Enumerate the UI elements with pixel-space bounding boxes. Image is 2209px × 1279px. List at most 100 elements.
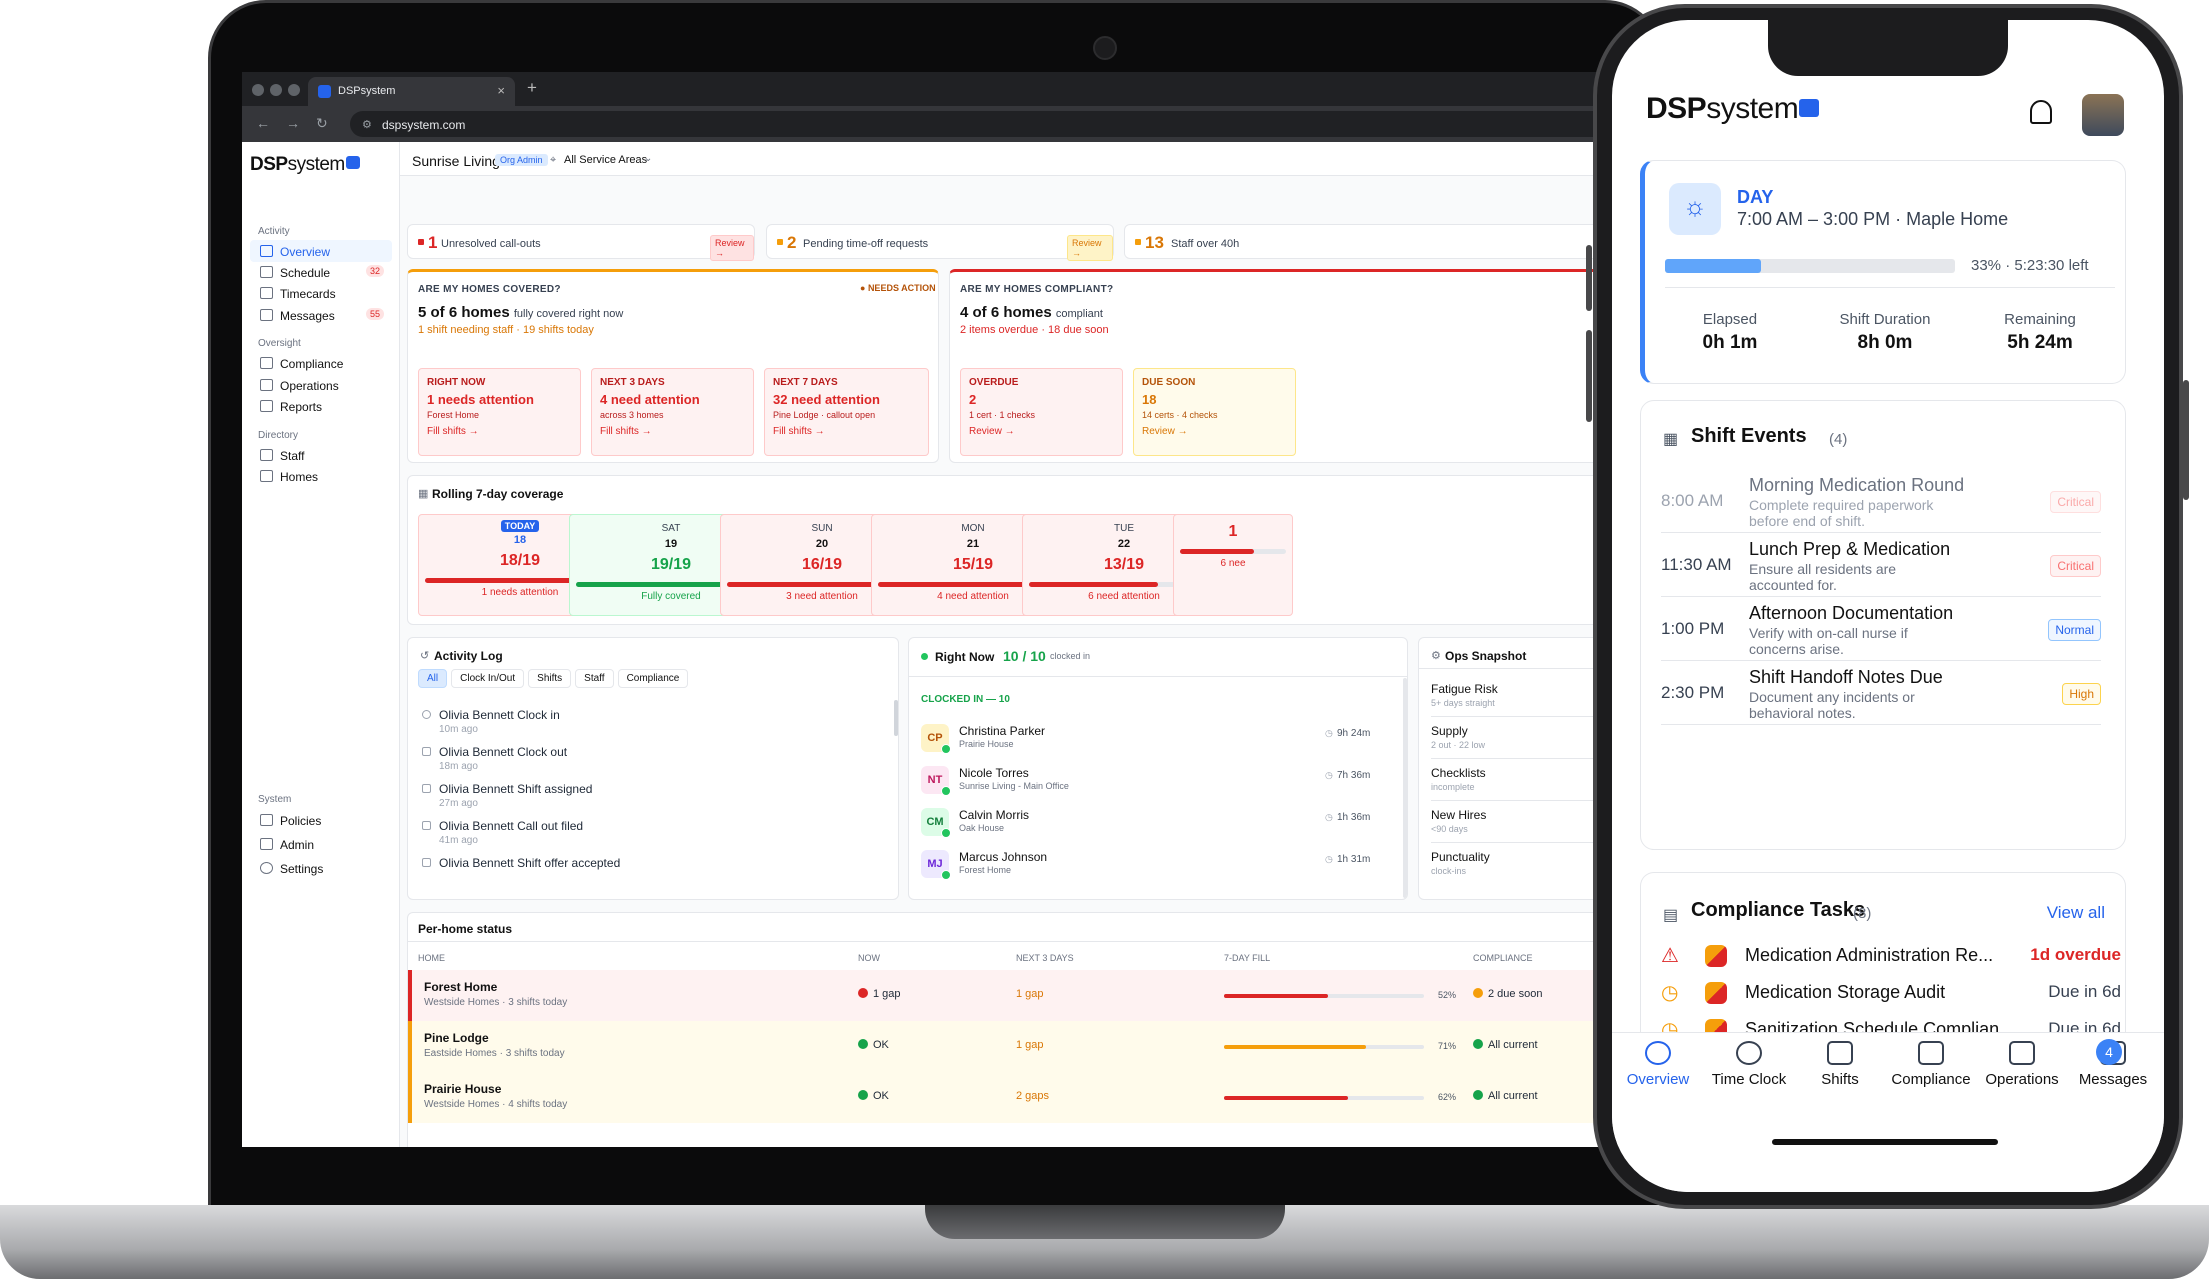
filter-staff[interactable]: Staff [575,669,614,688]
day-status: 6 need attention [1088,591,1160,602]
tab-operations[interactable]: Operations [1976,1033,2068,1088]
view-all-link[interactable]: View all [2046,903,2105,922]
shift-events-card: ▦ Shift Events (4) 8:00 AM Morning Medica… [1640,400,2126,850]
filter-clock[interactable]: Clock In/Out [451,669,525,688]
status-text: NEEDS ACTION [867,283,936,293]
home-row[interactable]: Forest Home Westside Homes · 3 shifts tod… [408,970,1632,1021]
home-row[interactable]: Pine Lodge Eastside Homes · 3 shifts toda… [408,1021,1632,1072]
window-minimize-icon[interactable] [270,84,282,96]
alert-text: Pending time-off requests [803,238,929,250]
fill-label: 52% [1438,990,1457,1000]
activity-item[interactable]: Olivia Bennett Clock in 10m ago [422,708,560,735]
review-link[interactable]: Review → [1142,426,1188,437]
person-row[interactable]: CP Christina Parker Prairie House ◷ 9h 24m [921,720,1391,766]
filter-compliance[interactable]: Compliance [617,669,689,688]
url-field[interactable]: ⚙ dspsystem.com [350,111,1630,137]
section-label: Activity [258,226,290,237]
pulse-icon: ⚙ [1431,650,1441,662]
activity-item[interactable]: Olivia Bennett Clock out 18m ago [422,745,567,772]
sidebar-item-overview[interactable]: Overview [250,240,392,262]
section-label: Directory [258,430,299,441]
event-time: 8:00 AM [1661,491,1724,510]
ops-item[interactable]: Supply 2 out · 22 low [1431,724,1485,750]
sidebar-item-homes[interactable]: Homes [250,465,392,487]
tile-next-7-days[interactable]: NEXT 7 DAYS 32 need attention Pine Lodge ·… [764,368,929,456]
day-fill: 15/19 [952,556,994,573]
home-row[interactable]: Prairie House Westside Homes · 4 shifts t… [408,1072,1632,1123]
sidebar-item-messages[interactable]: Messages 55 [250,304,392,326]
sidebar-item-admin[interactable]: Admin [250,833,392,855]
back-icon[interactable]: ← [256,115,270,131]
tab-overview[interactable]: Overview [1612,1033,1704,1088]
sidebar-item-reports[interactable]: Reports [250,395,392,417]
review-button[interactable]: Review → [710,235,754,261]
avatar[interactable] [2082,94,2124,136]
event-row[interactable]: 11:30 AM Lunch Prep & Medication Ensure al… [1661,533,2101,597]
tab-compliance[interactable]: Compliance [1885,1033,1977,1088]
tile-right-now[interactable]: RIGHT NOW 1 needs attention Forest Home Fil… [418,368,581,456]
task-row[interactable]: ◷ Medication Storage Audit Due in 6d [1661,980,2121,1032]
sidebar-item-policies[interactable]: Policies [250,809,392,831]
stat-label: Remaining [2004,311,2076,328]
filter-all[interactable]: All [418,669,448,688]
fill-shifts-link[interactable]: Fill shifts → [600,426,652,437]
logo[interactable]: DSPsystem [250,154,360,176]
tile-due-soon[interactable]: DUE SOON 18 14 certs · 4 checks Review → [1133,368,1296,456]
sidebar-item-schedule[interactable]: Schedule 32 [250,261,392,283]
close-tab-icon[interactable]: × [497,83,505,98]
chevron-down-icon[interactable]: ⌄ [644,153,653,164]
window-close-icon[interactable] [252,84,264,96]
person-row[interactable]: CM Calvin Morris Oak House ◷ 1h 36m [921,804,1391,850]
activity-item[interactable]: Olivia Bennett Shift offer accepted [422,856,620,872]
person-row[interactable]: NT Nicole Torres Sunrise Living - Main Off… [921,762,1391,808]
ops-item[interactable]: Punctuality clock-ins [1431,850,1490,876]
event-row[interactable]: 8:00 AM Morning Medication Round Complete … [1661,469,2101,533]
browser-tab-bar: DSPsystem × + [242,72,1632,106]
service-area-select[interactable]: All Service Areas [564,154,648,166]
task-row[interactable]: ⚠ Medication Administration Re... 1d overd… [1661,943,2121,995]
bell-icon[interactable] [2030,100,2052,124]
org-name[interactable]: Sunrise Living [412,153,500,169]
sidebar-item-compliance[interactable]: Compliance [250,352,392,374]
fill-shifts-link[interactable]: Fill shifts → [773,426,825,437]
status-dot [858,988,868,998]
review-button[interactable]: Review → [1067,235,1113,261]
scrollbar[interactable] [894,700,898,736]
tab-shifts[interactable]: Shifts [1794,1033,1886,1088]
person-name: Christina Parker [959,724,1046,738]
activity-item[interactable]: Olivia Bennett Shift assigned 27m ago [422,782,592,809]
phone-side-button [1586,330,1592,422]
ops-item[interactable]: New Hires <90 days [1431,808,1486,834]
activity-item[interactable]: Olivia Bennett Call out filed 41m ago [422,819,583,846]
fill-shifts-link[interactable]: Fill shifts → [427,426,479,437]
filter-shifts[interactable]: Shifts [528,669,572,688]
new-tab-icon[interactable]: + [527,78,537,97]
ops-item[interactable]: Fatigue Risk 5+ days straight [1431,682,1498,708]
tab-time-clock[interactable]: Time Clock [1703,1033,1795,1088]
review-link[interactable]: Review → [969,426,1015,437]
per-home-card: Per-home status HOME NOW NEXT 3 DAYS 7-D… [407,912,1632,1147]
scrollbar[interactable] [1403,678,1407,898]
forward-icon[interactable]: → [286,115,300,131]
tile-kicker: NEXT 3 DAYS [600,377,665,388]
ops-item[interactable]: Checklists incomplete [1431,766,1486,792]
event-row[interactable]: 1:00 PM Afternoon Documentation Verify wit… [1661,597,2101,661]
sidebar-item-settings[interactable]: Settings [250,857,392,879]
stat-value: 8h 0m [1857,332,1913,353]
tile-overdue[interactable]: OVERDUE 2 1 cert · 1 checks Review → [960,368,1123,456]
event-time: 11:30 AM [1661,555,1732,574]
window-zoom-icon[interactable] [288,84,300,96]
reload-icon[interactable]: ↻ [316,115,328,131]
fill-label: 62% [1438,1092,1457,1102]
site-settings-icon[interactable]: ⚙ [362,119,372,131]
sidebar-item-staff[interactable]: Staff [250,444,392,466]
tile-next-3-days[interactable]: NEXT 3 DAYS 4 need attention across 3 home… [591,368,754,456]
event-row[interactable]: 2:30 PM Shift Handoff Notes Due Document a… [1661,661,2101,725]
tile-kicker: OVERDUE [969,377,1019,388]
logo[interactable]: DSPsystem [1646,92,1820,126]
person-row[interactable]: MJ Marcus Johnson Forest Home ◷ 1h 31m [921,846,1391,892]
sidebar-item-timecards[interactable]: Timecards [250,282,392,304]
browser-tab[interactable]: DSPsystem × [308,77,515,106]
day-tile[interactable]: 1 6 nee [1173,514,1293,616]
sidebar-item-operations[interactable]: Operations [250,374,392,396]
